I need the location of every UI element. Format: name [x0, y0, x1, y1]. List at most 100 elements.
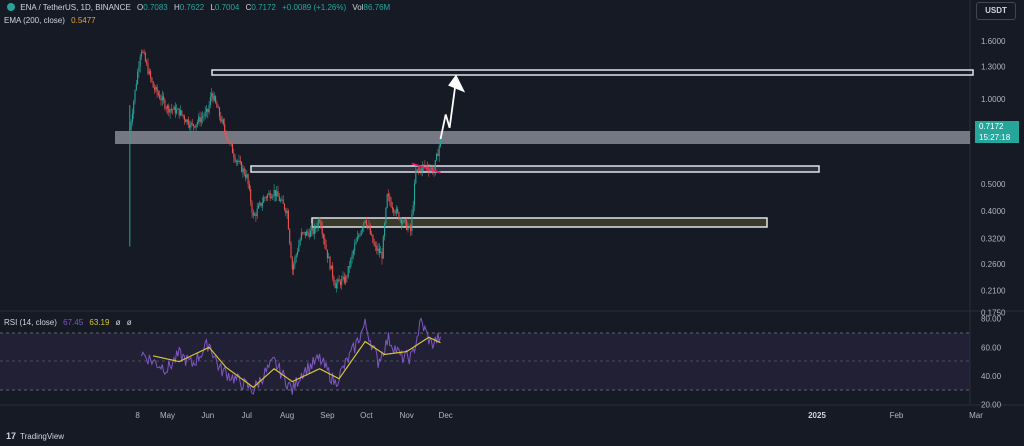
- candle-body: [419, 168, 421, 170]
- candle-body: [278, 196, 280, 202]
- projection-arrow-line[interactable]: [439, 79, 457, 140]
- candle-body: [421, 165, 423, 172]
- support-zone-upper[interactable]: [250, 165, 820, 173]
- candle-body: [289, 229, 291, 244]
- price-tick-label: 0.2100: [981, 286, 1006, 295]
- candle-body: [218, 107, 221, 117]
- candle-body: [286, 210, 288, 214]
- candle-body: [248, 184, 250, 190]
- candle-body: [151, 77, 153, 82]
- high-value: 0.7622: [179, 3, 205, 12]
- candle-body: [135, 84, 137, 90]
- candle-body: [216, 102, 218, 108]
- candle-body: [398, 212, 400, 220]
- rsi-axis[interactable]: 80.00 60.00 40.00 20.00: [981, 315, 1002, 410]
- currency-button[interactable]: USDT: [976, 2, 1016, 20]
- target-zone[interactable]: [211, 69, 974, 76]
- candle-body: [397, 208, 399, 213]
- ema-legend[interactable]: EMA (200, close) 0.5477: [4, 16, 96, 25]
- candle-body: [250, 189, 252, 203]
- candle-body: [363, 222, 365, 228]
- candle-body: [204, 111, 206, 117]
- candle-body: [161, 96, 163, 101]
- tradingview-logo-icon: 17: [6, 431, 17, 441]
- candle-body: [173, 106, 175, 110]
- candle-body: [239, 160, 241, 163]
- candle-body: [285, 209, 287, 214]
- candle-body: [328, 256, 330, 259]
- support-zone-lower[interactable]: [311, 217, 768, 228]
- candle-body: [348, 266, 351, 267]
- candle-body: [255, 214, 257, 217]
- candle-body: [222, 119, 224, 124]
- candle-body: [170, 109, 172, 110]
- candle-body: [347, 266, 349, 277]
- candle-body: [320, 221, 322, 228]
- candle-body: [359, 235, 361, 236]
- rsi-tick-label: 40.00: [981, 372, 1002, 381]
- candle-body: [424, 164, 426, 166]
- candle-body: [147, 63, 149, 74]
- candle-body: [177, 108, 179, 110]
- time-axis[interactable]: 8 May Jun Jul Aug Sep Oct Nov Dec 2025 Feb Mar: [135, 411, 983, 420]
- candle-body: [230, 142, 232, 145]
- candle-body: [225, 131, 227, 138]
- ema-value: 0.5477: [71, 16, 96, 25]
- candle-body: [269, 193, 271, 199]
- candle-body: [304, 231, 306, 236]
- candle-body: [400, 218, 403, 224]
- candle-body: [368, 225, 370, 228]
- last-price-value: 0.7172: [979, 122, 1004, 131]
- candle-body: [215, 96, 217, 103]
- candle-body: [420, 168, 422, 172]
- candle-body: [333, 277, 335, 283]
- candle-body: [352, 250, 354, 255]
- candle-body: [233, 153, 235, 158]
- candle-body: [176, 109, 178, 114]
- candle-body: [131, 113, 133, 123]
- candle-body: [438, 145, 440, 156]
- candle-body: [194, 126, 196, 128]
- candle-body: [439, 139, 442, 146]
- candle-body: [152, 81, 154, 88]
- candle-body: [273, 189, 275, 196]
- candle-body: [205, 108, 208, 112]
- candle-body: [302, 232, 304, 234]
- candle-body: [354, 244, 356, 251]
- candle-body: [295, 254, 297, 258]
- candle-body: [425, 165, 427, 167]
- candle-body: [280, 200, 282, 202]
- candle-body: [338, 279, 340, 282]
- rsi-ma-line: [153, 336, 441, 389]
- candle-body: [329, 256, 331, 270]
- rsi-legend[interactable]: RSI (14, close) 67.45 63.19 ø ø: [4, 318, 132, 327]
- price-axis[interactable]: 1.60001.30001.00000.80000.50000.40000.32…: [981, 37, 1006, 318]
- candle-body: [413, 183, 416, 206]
- candle-body: [231, 144, 234, 154]
- candle-body: [228, 139, 230, 143]
- low-value: 0.7004: [214, 3, 240, 12]
- candle-body: [403, 219, 405, 223]
- time-tick-label: May: [160, 411, 175, 420]
- candle-body: [140, 51, 143, 57]
- resistance-zone[interactable]: [115, 131, 970, 144]
- candle-body: [411, 214, 413, 232]
- candle-body: [202, 116, 204, 118]
- candle-body: [423, 164, 425, 166]
- tradingview-logo[interactable]: 17 TradingView: [6, 431, 65, 441]
- rsi-ma-value: 63.19: [89, 318, 110, 327]
- candle-body: [153, 87, 156, 90]
- price-tick-label: 1.3000: [981, 63, 1006, 72]
- candle-body: [315, 227, 317, 229]
- rsi-value: 67.45: [63, 318, 84, 327]
- candle-body: [326, 249, 328, 259]
- candle-body: [299, 239, 301, 245]
- candle-body: [148, 71, 150, 74]
- time-tick-label: Mar: [969, 411, 983, 420]
- symbol-title[interactable]: ENA / TetherUS, 1D, BINANCE: [20, 3, 131, 12]
- candle-body: [313, 227, 315, 234]
- candle-body: [399, 218, 401, 220]
- candle-body: [394, 212, 396, 214]
- candle-body: [364, 220, 366, 223]
